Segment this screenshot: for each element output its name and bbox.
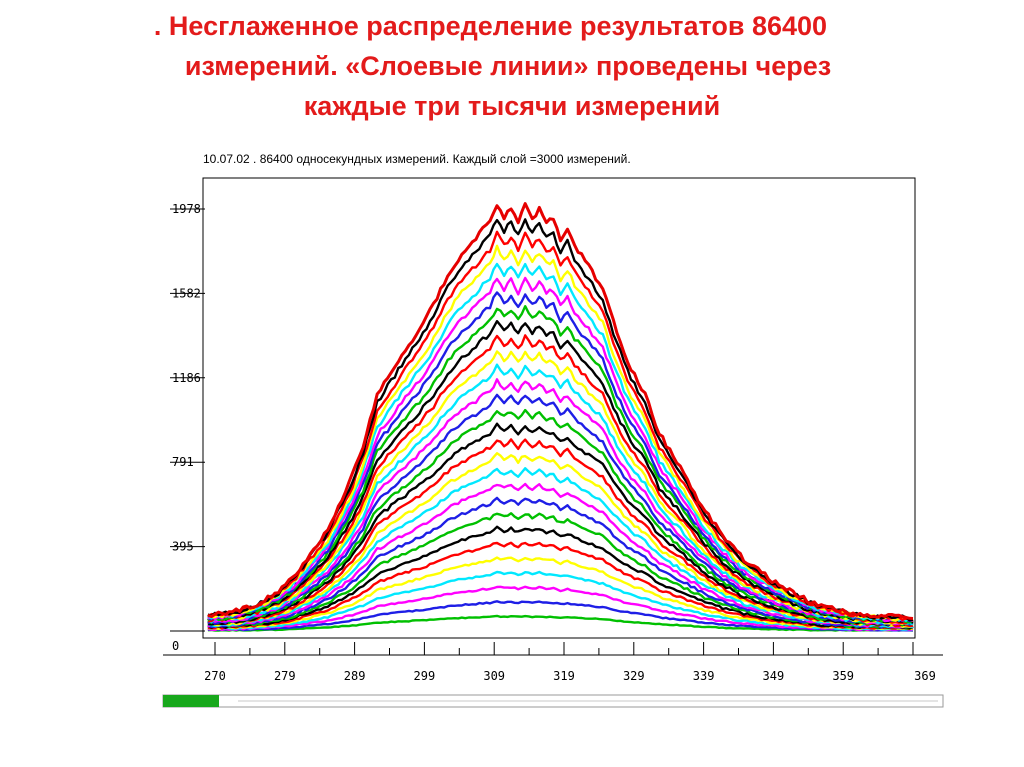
x-tick-label: 289 [344, 669, 366, 683]
x-tick-label: 349 [763, 669, 785, 683]
x-tick-label: 369 [914, 669, 936, 683]
x-tick-label: 359 [832, 669, 854, 683]
layer-line-26 [207, 244, 914, 622]
x-tick-label: 270 [204, 669, 226, 683]
layer-line-25 [207, 262, 914, 622]
layer-line-3 [207, 585, 914, 632]
x-tick-label: 339 [693, 669, 715, 683]
slide-title-line-1: . Несглаженное распределение результатов… [153, 11, 828, 41]
layer-lines [207, 202, 914, 632]
layer-line-5 [207, 556, 914, 631]
y-tick-label: 791 [172, 455, 194, 469]
y-tick-label: 1582 [172, 286, 201, 300]
layer-line-19 [207, 350, 913, 625]
x-tick-label: 319 [553, 669, 575, 683]
window-scrollbar [162, 694, 944, 708]
y-tick-label: 1978 [172, 202, 201, 216]
slide-title-line-3: каждые три тысячи измерений [303, 91, 721, 121]
layer-line-total [207, 202, 914, 620]
slide-title-line-2: измерений. «Слоевые линии» проведены чер… [184, 51, 832, 81]
layer-line-13 [207, 438, 914, 628]
x-tick-label: 279 [274, 669, 296, 683]
y-tick-label: 395 [172, 540, 194, 554]
layer-line-21 [207, 320, 914, 624]
x-axis: 270 279 289 299 309 319 329 339 349 359 369 [163, 642, 943, 683]
slide-title: . Несглаженное распределение результатов… [0, 6, 1024, 126]
y-axis: 0 395 791 1186 1582 1978 [170, 202, 205, 653]
layer-line-16 [207, 393, 914, 626]
chart-caption: 10.07.02 . 86400 односекундных измерений… [203, 152, 631, 166]
layer-line-1 [207, 614, 914, 632]
x-tick-label: 299 [414, 669, 436, 683]
layer-line-9 [207, 496, 914, 629]
x-tick-label: 329 [623, 669, 645, 683]
x-tick-label: 309 [483, 669, 505, 683]
layer-line-14 [207, 422, 914, 627]
y-tick-label: 0 [172, 639, 179, 653]
y-tick-label: 1186 [172, 371, 201, 385]
